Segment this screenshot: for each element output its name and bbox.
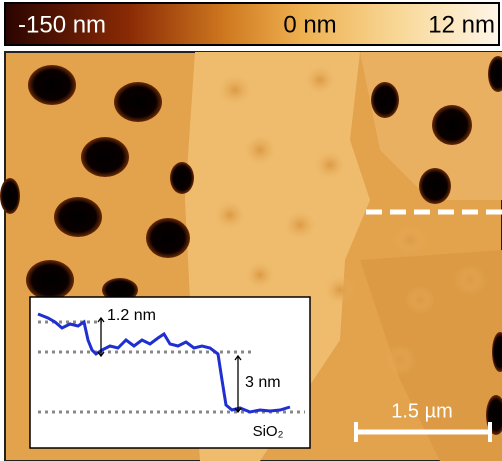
inset-label: 1.2 nm [107,307,156,324]
inset-label: 3 nm [245,374,281,391]
colorbar-label: -150 nm [18,11,106,38]
colorbar-label: 0 nm [283,11,336,38]
inset-label: SiO₂ [253,423,284,440]
scale-bar-label: 1.5 µm [391,400,453,422]
inset: 1.2 nm 3 nm SiO₂ [30,297,310,448]
colorbar-label: 12 nm [428,11,495,38]
figure: -150 nm 0 nm 12 nm [0,0,502,461]
